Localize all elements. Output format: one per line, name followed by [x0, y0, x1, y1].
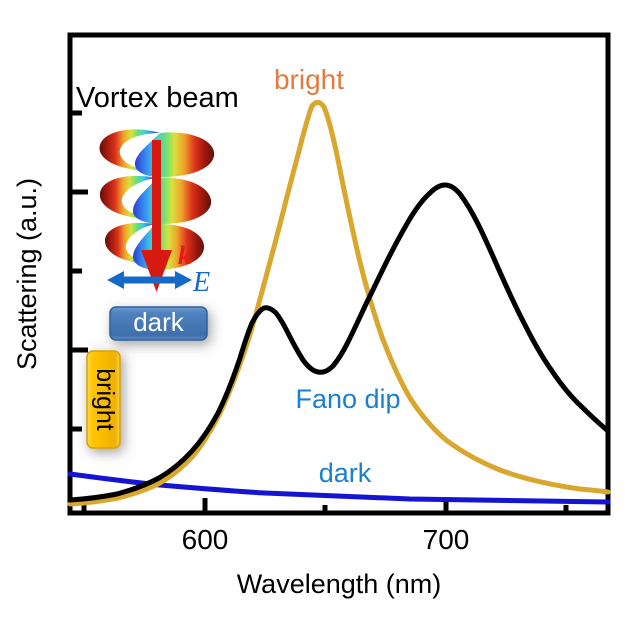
k-arrow-head — [141, 250, 172, 292]
vortex-ribbon-1b — [99, 129, 160, 171]
badge-dark-bg — [109, 306, 208, 341]
x-tick-label-700: 700 — [423, 524, 470, 555]
x-axis-ticks — [81, 498, 569, 513]
fano-dip-label: Fano dip — [295, 384, 400, 414]
badge-dark: dark — [109, 306, 208, 341]
badge-dark-label: dark — [133, 307, 185, 337]
badge-bright-bg — [86, 350, 121, 449]
bright-curve-label: bright — [274, 64, 344, 95]
badge-bright-label: bright — [91, 368, 119, 431]
y-axis-title: Scattering (a.u.) — [12, 178, 42, 370]
vortex-beam-label: Vortex beam — [76, 82, 239, 114]
vortex-ribbon-2b — [99, 175, 157, 219]
x-axis-title: Wavelength (nm) — [237, 569, 442, 599]
e-vector-label: E — [192, 267, 210, 298]
vortex-ribbon-3b — [104, 222, 155, 264]
vortex-axis-shaft — [152, 140, 161, 258]
k-vector-label: k — [178, 241, 191, 270]
dark-curve-label: dark — [319, 458, 372, 488]
x-tick-label-600: 600 — [182, 524, 229, 555]
badge-bright: bright — [86, 350, 121, 449]
curve-bright — [67, 99, 611, 507]
vortex-beam-illustration: k E — [99, 129, 215, 298]
y-axis-ticks — [70, 110, 88, 432]
curve-total — [67, 182, 611, 503]
e-vector-arrow — [107, 271, 192, 289]
